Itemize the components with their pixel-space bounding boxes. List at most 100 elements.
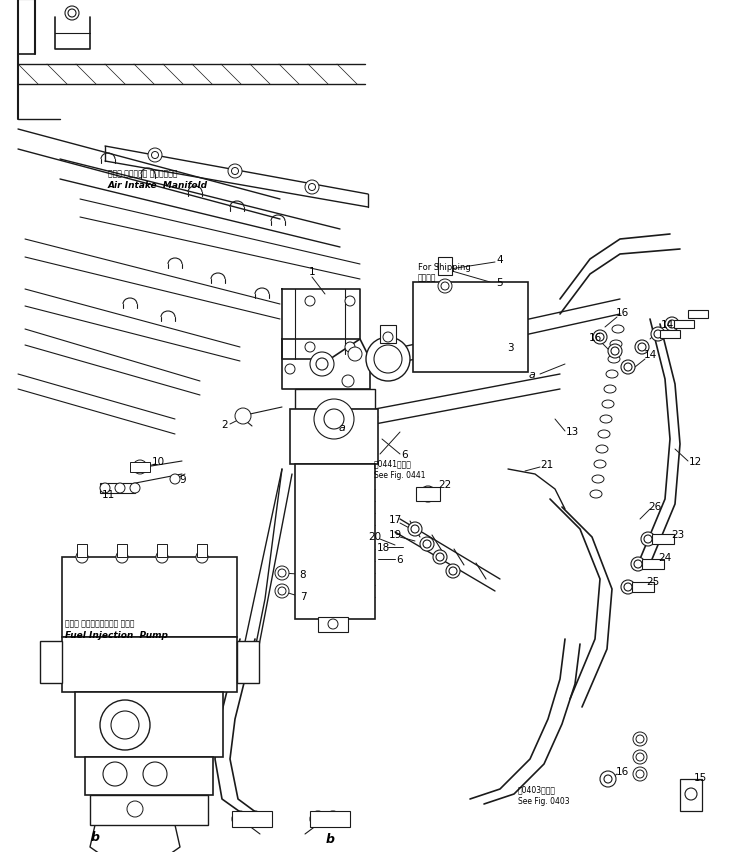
Circle shape [624, 364, 632, 371]
Circle shape [324, 410, 344, 429]
Circle shape [641, 532, 655, 546]
Circle shape [624, 584, 632, 591]
Circle shape [436, 553, 444, 561]
Text: 16: 16 [589, 332, 602, 343]
Text: 21: 21 [540, 459, 553, 469]
Circle shape [633, 750, 647, 764]
Circle shape [143, 762, 167, 786]
Text: 10: 10 [152, 457, 165, 466]
Circle shape [438, 279, 452, 294]
Circle shape [611, 348, 619, 355]
Bar [642, 560, 664, 569]
Text: 1: 1 [309, 267, 315, 277]
Text: 6: 6 [402, 450, 408, 459]
Text: For Shipping: For Shipping [418, 263, 471, 272]
Text: 運搜部品: 運搜部品 [418, 273, 436, 282]
Circle shape [644, 535, 652, 544]
Circle shape [116, 551, 128, 563]
Bar [660, 331, 680, 338]
Bar [632, 582, 654, 592]
Circle shape [420, 486, 436, 503]
Bar [652, 534, 674, 544]
Circle shape [636, 735, 644, 743]
Circle shape [310, 353, 334, 377]
Circle shape [76, 551, 88, 563]
Circle shape [148, 149, 162, 163]
Circle shape [411, 526, 419, 533]
Circle shape [374, 346, 402, 373]
Text: 6: 6 [397, 555, 403, 564]
Text: 14: 14 [660, 320, 673, 330]
Bar [62, 557, 237, 637]
Bar [295, 464, 375, 619]
Bar [197, 544, 207, 557]
Bar [40, 642, 62, 683]
Text: 5: 5 [497, 278, 504, 288]
Circle shape [635, 341, 649, 354]
Bar [413, 283, 528, 372]
Circle shape [247, 811, 263, 827]
Circle shape [636, 753, 644, 761]
Circle shape [608, 344, 622, 359]
Bar [416, 487, 440, 502]
Circle shape [345, 296, 355, 307]
Text: a: a [338, 423, 345, 433]
Text: 3: 3 [507, 343, 513, 353]
Text: See Fig. 0441: See Fig. 0441 [374, 471, 425, 480]
Bar [295, 389, 375, 410]
Circle shape [600, 771, 616, 787]
Circle shape [232, 811, 248, 827]
Circle shape [278, 587, 286, 596]
Circle shape [278, 569, 286, 578]
Circle shape [621, 580, 635, 595]
Circle shape [152, 153, 159, 159]
Circle shape [593, 331, 607, 344]
Circle shape [449, 567, 457, 575]
Circle shape [638, 343, 646, 352]
Text: 23: 23 [671, 529, 684, 539]
Circle shape [231, 169, 239, 176]
Bar [75, 692, 223, 757]
Bar [310, 811, 350, 827]
Circle shape [127, 801, 143, 817]
Text: b: b [326, 832, 335, 845]
Text: a: a [528, 370, 535, 379]
Circle shape [345, 343, 355, 353]
Circle shape [130, 483, 140, 493]
Circle shape [325, 811, 341, 827]
Text: 14: 14 [643, 349, 657, 360]
Text: ㄂0441図参照: ㄂0441図参照 [374, 459, 412, 468]
Bar [232, 811, 272, 827]
Circle shape [68, 10, 76, 18]
Bar [117, 544, 127, 557]
Circle shape [136, 463, 144, 471]
Text: 8: 8 [299, 569, 306, 579]
Circle shape [383, 332, 393, 343]
Circle shape [316, 359, 328, 371]
Circle shape [654, 331, 662, 338]
Text: 13: 13 [565, 427, 578, 436]
Text: 11: 11 [101, 489, 115, 499]
Circle shape [133, 460, 147, 475]
Circle shape [342, 376, 354, 388]
Text: See Fig. 0403: See Fig. 0403 [518, 797, 569, 805]
Text: 15: 15 [693, 772, 706, 782]
Bar [680, 779, 702, 811]
Circle shape [665, 318, 679, 331]
Text: 19: 19 [389, 529, 402, 539]
Circle shape [441, 283, 449, 291]
Text: 22: 22 [438, 480, 452, 489]
Circle shape [423, 540, 431, 549]
Text: b: b [91, 831, 100, 843]
Circle shape [235, 408, 251, 424]
Bar [77, 544, 87, 557]
Bar [318, 618, 348, 632]
Circle shape [65, 7, 79, 21]
Text: フェル インジェクション ポンプ: フェル インジェクション ポンプ [65, 619, 135, 628]
Circle shape [348, 348, 362, 361]
Bar [130, 463, 150, 473]
Circle shape [420, 538, 434, 551]
Circle shape [285, 365, 295, 375]
Text: 16: 16 [616, 308, 629, 318]
Bar [90, 795, 208, 825]
